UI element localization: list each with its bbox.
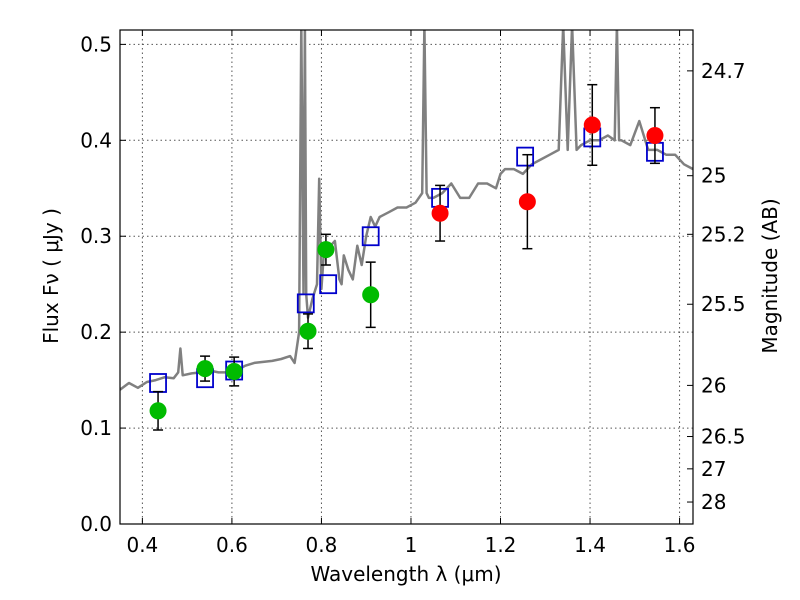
right-tick-label: 25.2 — [701, 222, 746, 246]
y-tick-label: 0.3 — [80, 224, 112, 248]
model-photometry-square — [361, 226, 380, 247]
right-tick-label: 27 — [701, 457, 726, 481]
plot-area — [120, 30, 693, 524]
observed-point — [646, 127, 664, 145]
y-tick-label: 0.4 — [80, 128, 112, 152]
model-photometry-square — [516, 146, 535, 167]
x-tick-label: 1 — [405, 533, 418, 557]
right-tick-label: 26.5 — [701, 425, 746, 449]
x-tick-label: 1.4 — [574, 533, 606, 557]
model-photometry-square — [296, 293, 315, 314]
observed-point — [362, 286, 380, 304]
model-photometry-square — [319, 274, 338, 295]
observed-point — [317, 241, 335, 259]
y-axis-label: Flux Fν ( μJy ) — [39, 208, 63, 344]
observed-point — [149, 402, 167, 420]
right-tick-labels: 24.7 25 25.2 25.5 26 26.5 27 28 — [701, 59, 746, 514]
x-tick-label: 0.8 — [306, 533, 338, 557]
x-tick-label: 0.4 — [126, 533, 158, 557]
x-tick-label: 1.2 — [485, 533, 517, 557]
x-tick-label: 0.6 — [216, 533, 248, 557]
right-tick-label: 24.7 — [701, 59, 746, 83]
observed-point — [518, 193, 536, 211]
observed-point — [299, 322, 317, 340]
y-tick-labels: 0.0 0.1 0.2 0.3 0.4 0.5 — [80, 32, 112, 536]
x-axis-label: Wavelength λ (μm) — [310, 562, 501, 586]
y-tick-label: 0.0 — [80, 512, 112, 536]
x-tick-label: 1.6 — [664, 533, 696, 557]
observed-point — [196, 360, 214, 378]
observed-points — [149, 116, 664, 420]
y-tick-label: 0.1 — [80, 416, 112, 440]
right-tick-label: 26 — [701, 373, 726, 397]
observed-point — [431, 204, 449, 222]
axis-ticks — [120, 30, 693, 525]
right-tick-label: 25 — [701, 164, 726, 188]
y-tick-label: 0.5 — [80, 32, 112, 56]
observed-point — [225, 362, 243, 380]
y-tick-label: 0.2 — [80, 320, 112, 344]
right-tick-label: 25.5 — [701, 292, 746, 316]
right-tick-label: 28 — [701, 490, 726, 514]
plot-frame — [119, 29, 694, 525]
right-axis-label: Magnitude (AB) — [758, 198, 782, 353]
x-tick-labels: 0.4 0.6 0.8 1 1.2 1.4 1.6 — [126, 533, 695, 557]
observed-point — [583, 116, 601, 134]
